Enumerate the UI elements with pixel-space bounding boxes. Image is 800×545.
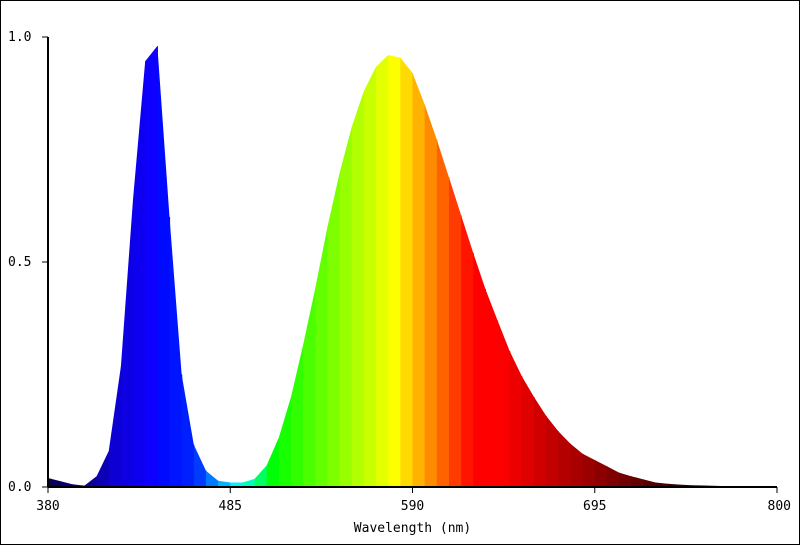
spectrum-band-9	[157, 46, 171, 487]
spectrum-band-7	[133, 61, 146, 488]
spectrum-band-33	[448, 177, 462, 487]
spectrum-band-8	[145, 46, 158, 487]
spectrum-band-31	[424, 104, 438, 487]
spectrum-bands	[48, 46, 778, 488]
spectrum-band-28	[388, 55, 401, 487]
spectrum-band-24	[339, 127, 353, 487]
spectrum-band-17	[254, 465, 268, 487]
spectrum-band-26	[363, 66, 377, 487]
x-tick-label-1: 485	[219, 499, 242, 514]
spectrum-band-49	[643, 479, 657, 487]
spectrum-band-35	[473, 253, 486, 487]
x-tick-label-2: 590	[401, 499, 424, 514]
x-tick-label-3: 695	[583, 499, 606, 514]
spectrum-band-29	[400, 57, 414, 487]
spectrum-band-3	[84, 476, 98, 487]
spectrum-band-34	[461, 215, 474, 487]
spectrum-band-21	[303, 288, 316, 487]
spectrum-band-6	[120, 199, 134, 487]
spectrum-band-42	[558, 431, 572, 487]
spectrum-band-44	[582, 453, 596, 487]
spectrum-band-30	[412, 73, 426, 487]
spectrum-band-38	[509, 351, 523, 487]
spectrum-band-37	[497, 320, 511, 487]
spectrum-band-15	[230, 482, 243, 487]
spectrum-band-22	[315, 226, 329, 487]
spectrum-band-45	[594, 460, 608, 487]
spectrum-band-12	[193, 444, 207, 487]
x-axis-label: Wavelength (nm)	[354, 521, 471, 536]
spectrum-band-23	[327, 172, 341, 487]
y-tick-label-0: 0.0	[8, 480, 31, 495]
spectrum-band-5	[108, 366, 122, 487]
spectrum-band-39	[521, 376, 535, 487]
spectrum-band-10	[169, 217, 183, 487]
spectrum-band-13	[205, 470, 219, 487]
spectrum-band-16	[242, 478, 256, 487]
spectrum-band-14	[218, 480, 231, 487]
spectrum-band-20	[291, 344, 304, 487]
spectrum-band-32	[436, 139, 450, 487]
spectrum-band-47	[619, 472, 632, 487]
spectrum-band-50	[655, 482, 669, 487]
x-tick-label-4: 800	[768, 499, 791, 514]
spectrum-band-1	[60, 481, 73, 487]
spectrum-band-36	[485, 289, 499, 487]
spectrum-band-41	[546, 415, 559, 487]
spectrum-band-0	[48, 478, 61, 487]
chart-ticks: 380 485 590 695 800 0.0 0.5 1.0	[8, 30, 791, 514]
spectrum-band-48	[631, 476, 644, 487]
y-tick-label-2: 1.0	[8, 30, 31, 45]
spectrum-band-19	[278, 397, 292, 487]
spectrum-band-25	[351, 91, 365, 487]
spectrum-band-4	[96, 451, 110, 487]
spectrum-band-43	[570, 443, 584, 487]
y-tick-label-1: 0.5	[8, 255, 31, 270]
x-tick-label-0: 380	[36, 499, 59, 514]
spectrum-band-40	[534, 397, 547, 487]
spectrum-band-27	[376, 55, 389, 487]
spectrum-band-46	[606, 466, 620, 487]
spectrum-band-18	[266, 437, 280, 487]
spectrum-band-11	[181, 374, 195, 487]
